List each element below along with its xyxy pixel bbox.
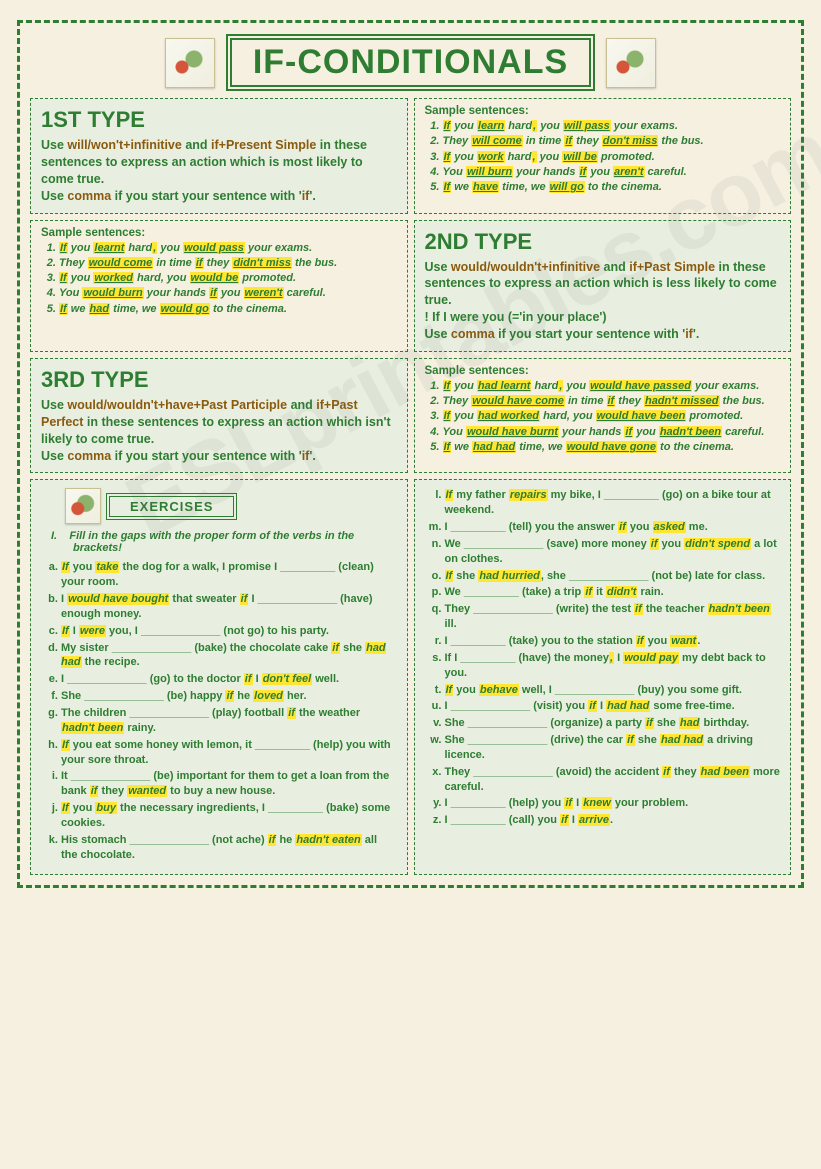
exercise-item: If I were you, I _____________ (not go) … bbox=[61, 624, 397, 639]
exercise-item: If she had hurried, she _____________ (n… bbox=[445, 569, 781, 584]
exercises-label: EXERCISES bbox=[109, 496, 234, 517]
exercise-item: I would have bought that sweater if I __… bbox=[61, 592, 397, 622]
sample-sentence: If you learn hard, you will pass your ex… bbox=[443, 119, 781, 133]
exercise-item: I _________ (tell) you the answer if you… bbox=[445, 520, 781, 535]
floral-icon bbox=[65, 488, 101, 524]
type2-heading: 2ND TYPE bbox=[425, 229, 781, 255]
type3-heading: 3RD TYPE bbox=[41, 367, 397, 393]
exercise-item: If my father repairs my bike, I ________… bbox=[445, 488, 781, 518]
type1-sample-list: If you learn hard, you will pass your ex… bbox=[425, 119, 781, 194]
type2-sample-list: If you learnt hard, you would pass your … bbox=[41, 241, 397, 316]
sample-sentence: You will burn your hands if you aren't c… bbox=[443, 165, 781, 179]
sample-sentence: If we had time, we would go to the cinem… bbox=[59, 302, 397, 316]
sample-sentence: If you had learnt hard, you would have p… bbox=[443, 379, 781, 393]
type1-desc: Use will/won't+infinitive and if+Present… bbox=[41, 137, 397, 205]
worksheet-page: ESLprintables.com IF-CONDITIONALS 1ST TY… bbox=[17, 20, 804, 888]
sample-sentence: They will come in time if they don't mis… bbox=[443, 134, 781, 148]
exercise-item: I _____________ (visit) you if I had had… bbox=[445, 699, 781, 714]
sample-sentence: They would come in time if they didn't m… bbox=[59, 256, 397, 270]
exercise-item: They _____________ (avoid) the accident … bbox=[445, 765, 781, 795]
exercise-item: She _____________ (drive) the car if she… bbox=[445, 733, 781, 763]
type2-box: 2ND TYPE Use would/wouldn't+infinitive a… bbox=[414, 220, 792, 352]
sample-sentence: If you had worked hard, you would have b… bbox=[443, 409, 781, 423]
floral-icon bbox=[606, 38, 656, 88]
sample-sentence: You would have burnt your hands if you h… bbox=[443, 425, 781, 439]
sample-sentence: If you learnt hard, you would pass your … bbox=[59, 241, 397, 255]
exercise-item: I _________ (help) you if I knew your pr… bbox=[445, 796, 781, 811]
exercises-right: If my father repairs my bike, I ________… bbox=[414, 479, 792, 875]
sample-sentence: If you worked hard, you would be promote… bbox=[59, 271, 397, 285]
sample-sentence: If we had had time, we would have gone t… bbox=[443, 440, 781, 454]
exercise-item: I _________ (take) you to the station if… bbox=[445, 634, 781, 649]
exercise-item: She _____________ (be) happy if he loved… bbox=[61, 689, 397, 704]
types-grid: 1ST TYPE Use will/won't+infinitive and i… bbox=[30, 98, 791, 473]
sample-sentence: You would burn your hands if you weren't… bbox=[59, 286, 397, 300]
type3-box: 3RD TYPE Use would/wouldn't+have+Past Pa… bbox=[30, 358, 408, 474]
exercises-header: EXERCISES bbox=[65, 488, 397, 524]
type1-heading: 1ST TYPE bbox=[41, 107, 397, 133]
exercise-list-left: If you take the dog for a walk, I promis… bbox=[41, 560, 397, 862]
exercise-item: We _____________ (save) more money if yo… bbox=[445, 537, 781, 567]
exercises-grid: EXERCISES I. Fill in the gaps with the p… bbox=[30, 479, 791, 875]
instruction-text: Fill in the gaps with the proper form of… bbox=[69, 530, 354, 554]
exercise-item: I _____________ (go) to the doctor if I … bbox=[61, 672, 397, 687]
exercise-item: We _________ (take) a trip if it didn't … bbox=[445, 585, 781, 600]
exercise-item: It _____________ (be) important for them… bbox=[61, 769, 397, 799]
exercise-item: If you eat some honey with lemon, it ___… bbox=[61, 738, 397, 768]
exercise-item: If you take the dog for a walk, I promis… bbox=[61, 560, 397, 590]
type3-desc: Use would/wouldn't+have+Past Participle … bbox=[41, 397, 397, 465]
page-title: IF-CONDITIONALS bbox=[235, 43, 586, 82]
exercise-item: His stomach _____________ (not ache) if … bbox=[61, 833, 397, 863]
exercise-item: If you buy the necessary ingredients, I … bbox=[61, 801, 397, 831]
exercise-instruction: I. Fill in the gaps with the proper form… bbox=[51, 530, 397, 554]
type1-box: 1ST TYPE Use will/won't+infinitive and i… bbox=[30, 98, 408, 214]
samples-title: Sample sentences: bbox=[425, 365, 781, 377]
instruction-num: I. bbox=[51, 530, 57, 542]
type3-sample-list: If you had learnt hard, you would have p… bbox=[425, 379, 781, 454]
sample-sentence: They would have come in time if they had… bbox=[443, 394, 781, 408]
type2-desc: Use would/wouldn't+infinitive and if+Pas… bbox=[425, 259, 781, 343]
type1-samples: Sample sentences: If you learn hard, you… bbox=[414, 98, 792, 214]
samples-title: Sample sentences: bbox=[41, 227, 397, 239]
type2-samples: Sample sentences: If you learnt hard, yo… bbox=[30, 220, 408, 352]
exercise-item: They _____________ (write) the test if t… bbox=[445, 602, 781, 632]
title-row: IF-CONDITIONALS bbox=[30, 33, 791, 98]
sample-sentence: If we have time, we will go to the cinem… bbox=[443, 180, 781, 194]
exercise-item: I _________ (call) you if I arrive. bbox=[445, 813, 781, 828]
exercises-left: EXERCISES I. Fill in the gaps with the p… bbox=[30, 479, 408, 875]
sample-sentence: If you work hard, you will be promoted. bbox=[443, 150, 781, 164]
floral-icon bbox=[165, 38, 215, 88]
exercise-item: My sister _____________ (bake) the choco… bbox=[61, 641, 397, 671]
exercise-item: She _____________ (organize) a party if … bbox=[445, 716, 781, 731]
samples-title: Sample sentences: bbox=[425, 105, 781, 117]
type3-samples: Sample sentences: If you had learnt hard… bbox=[414, 358, 792, 474]
exercise-item: If you behave well, I _____________ (buy… bbox=[445, 683, 781, 698]
exercise-item: The children _____________ (play) footba… bbox=[61, 706, 397, 736]
exercise-item: If I _________ (have) the money, I would… bbox=[445, 651, 781, 681]
exercise-list-right: If my father repairs my bike, I ________… bbox=[425, 488, 781, 828]
